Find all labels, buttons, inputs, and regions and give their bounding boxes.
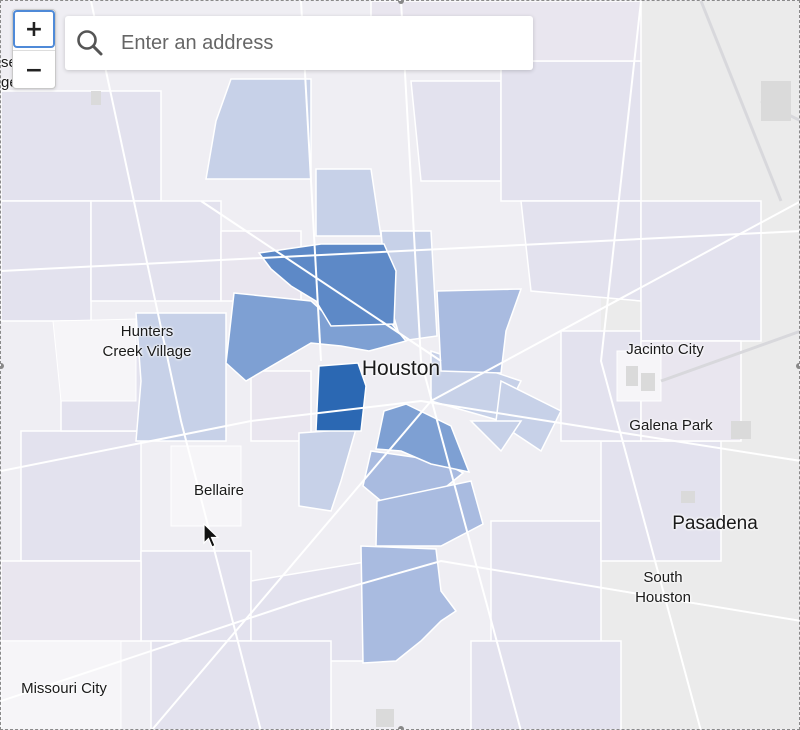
urban-blocks [91,81,791,727]
label-galena-park: Galena Park [629,417,713,434]
tracts-light [1,60,762,729]
mouse-cursor-icon [203,523,220,548]
city-white-zones [1,318,662,729]
resize-handle-right[interactable] [796,363,799,369]
label-missouri-city: Missouri City [21,680,107,697]
zoom-in-button[interactable]: + [13,10,55,48]
tracts-strong [360,288,523,664]
label-hunters-creek-village: Hunters Creek Village [102,323,192,360]
label-bellaire: Bellaire [193,482,245,499]
address-search-input[interactable] [119,30,523,56]
label-south-houston: South Houston [635,569,691,606]
label-houston: Houston [361,357,441,380]
label-jacinto-city: Jacinto City [626,341,704,358]
resize-handle-top[interactable] [398,1,404,4]
resize-handle-left[interactable] [1,363,4,369]
resize-handle-bottom[interactable] [398,726,404,729]
search-icon[interactable] [75,28,105,58]
address-search-box [65,16,533,70]
zoom-control: + − [12,9,56,89]
label-pasadena: Pasadena [672,513,758,534]
zoom-out-button[interactable]: − [13,50,55,89]
